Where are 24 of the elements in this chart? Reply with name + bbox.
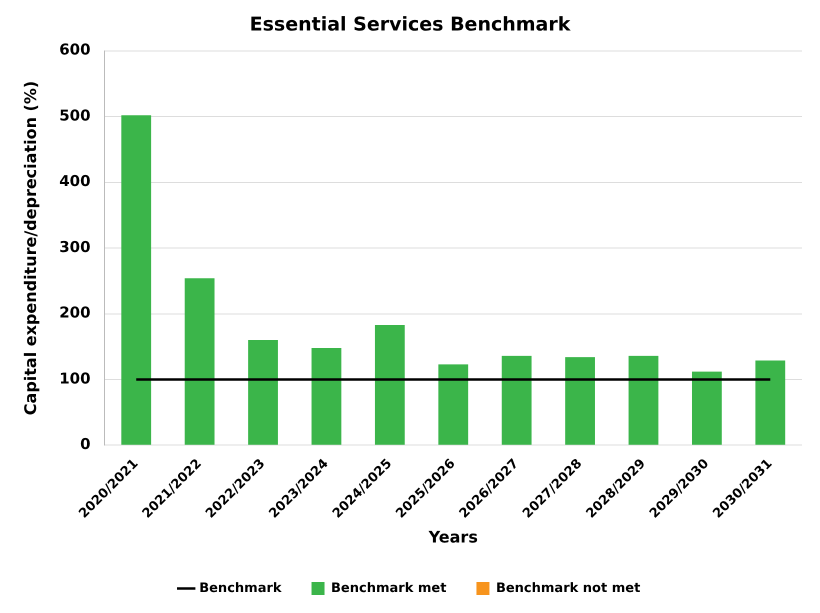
bar	[184, 278, 215, 445]
y-tick-label: 300	[59, 238, 91, 256]
x-axis-title: Years	[428, 528, 478, 547]
legend-label: Benchmark met	[331, 580, 446, 596]
y-tick-label: 100	[59, 369, 91, 388]
bar	[374, 324, 405, 445]
bar	[502, 356, 532, 445]
y-tick-label: 500	[59, 106, 91, 124]
y-axis-title: Capital expenditure/depreciation (%)	[20, 80, 40, 416]
y-tick-label: 600	[59, 40, 91, 59]
bar	[121, 115, 152, 445]
bar	[692, 372, 722, 445]
bar	[565, 357, 595, 445]
bar	[628, 356, 658, 445]
bar	[755, 360, 786, 445]
bar	[312, 348, 342, 445]
chart-title: Essential Services Benchmark	[250, 13, 571, 36]
y-tick-label: 400	[59, 172, 91, 190]
bar	[248, 340, 278, 445]
y-tick-label: 200	[59, 304, 91, 322]
bar	[438, 364, 468, 445]
y-tick-label: 0	[80, 435, 91, 454]
legend-label: Benchmark	[199, 580, 282, 596]
legend-label: Benchmark not met	[496, 580, 640, 596]
